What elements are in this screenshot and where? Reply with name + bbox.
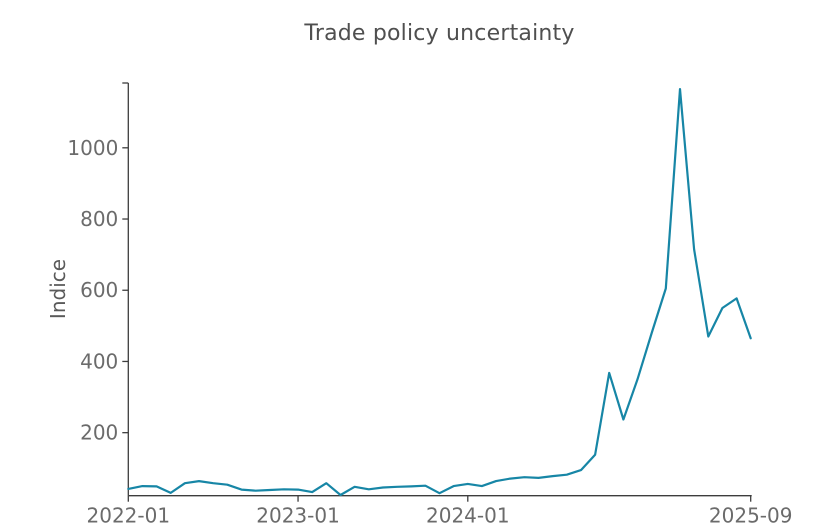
y-tick-label: 200	[80, 421, 118, 445]
y-tick-label: 400	[80, 349, 118, 373]
x-tick-label: 2022-01	[87, 504, 171, 528]
y-tick-label: 800	[80, 207, 118, 231]
y-tick-label: 600	[80, 278, 118, 302]
x-tick-label: 2023-01	[256, 504, 340, 528]
y-tick-label: 1000	[67, 136, 118, 160]
series-line	[127, 87, 752, 497]
chart-title: Trade policy uncertainty	[304, 21, 575, 46]
x-tick-label: 2025-09	[709, 504, 793, 528]
x-tick-label: 2024-01	[426, 504, 510, 528]
